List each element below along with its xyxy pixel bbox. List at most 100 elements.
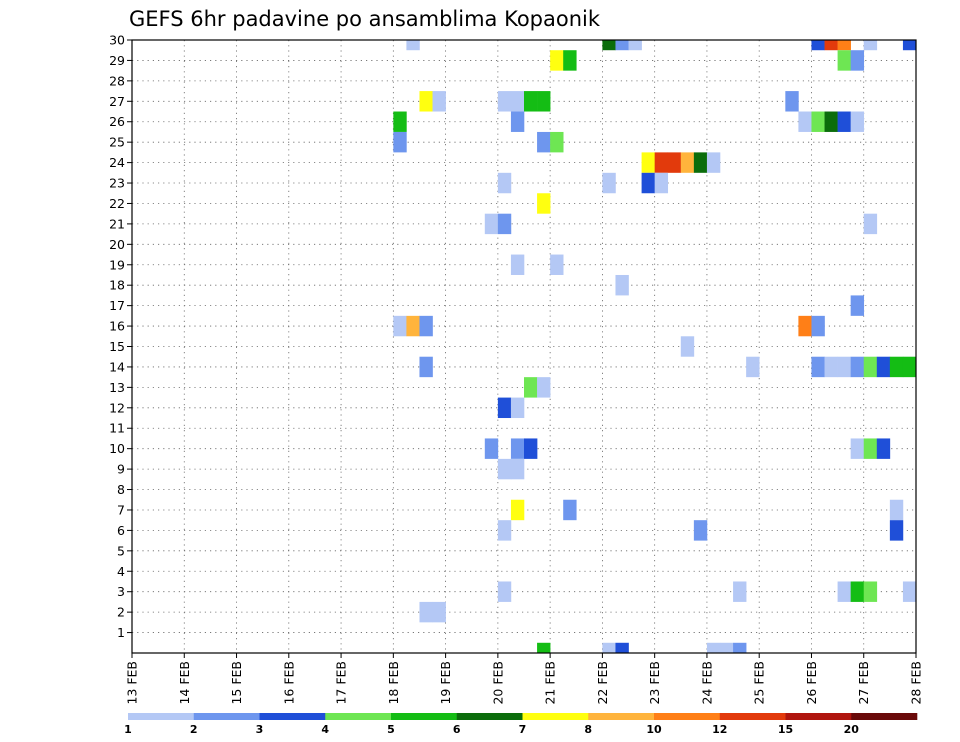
heatmap-cell bbox=[876, 356, 891, 378]
y-tick-label: 4 bbox=[117, 564, 125, 579]
heatmap-cell bbox=[824, 111, 838, 132]
x-tick-label: 18 FEB bbox=[386, 661, 401, 705]
y-tick-label: 16 bbox=[109, 319, 125, 334]
heatmap-cell bbox=[484, 213, 499, 235]
heatmap-cell bbox=[641, 172, 655, 194]
colorbar-label: 7 bbox=[519, 723, 527, 736]
heatmap-cell bbox=[863, 581, 878, 602]
heatmap-cell bbox=[850, 356, 865, 378]
colorbar-label: 12 bbox=[712, 723, 727, 736]
heatmap-cell bbox=[615, 40, 629, 51]
heatmap-cell bbox=[654, 152, 669, 173]
heatmap-cell bbox=[497, 458, 512, 480]
y-tick-label: 5 bbox=[117, 543, 125, 558]
heatmap-cell bbox=[693, 520, 708, 541]
x-tick-label: 23 FEB bbox=[647, 661, 662, 705]
heatmap-cell bbox=[563, 499, 577, 521]
heatmap-cell bbox=[902, 356, 917, 378]
heatmap-cell bbox=[837, 111, 851, 132]
heatmap-cell bbox=[419, 315, 433, 337]
y-tick-label: 7 bbox=[117, 502, 125, 517]
heatmap-cell bbox=[850, 111, 865, 132]
y-axis-ticks: 1234567891011121314151617181920212223242… bbox=[109, 33, 132, 640]
heatmap-cell bbox=[419, 601, 433, 623]
colorbar-segment bbox=[193, 713, 260, 720]
heatmap-cell bbox=[746, 356, 760, 378]
y-tick-label: 1 bbox=[117, 625, 125, 640]
heatmap-cell bbox=[432, 601, 446, 623]
heatmap-cell bbox=[497, 213, 512, 235]
heatmap-cell bbox=[419, 91, 433, 112]
heatmap-cell bbox=[537, 642, 551, 653]
heatmap-cell bbox=[811, 356, 825, 378]
heatmap-cell bbox=[680, 336, 695, 357]
y-tick-label: 22 bbox=[109, 196, 125, 211]
colorbar-label: 10 bbox=[646, 723, 662, 736]
heatmap-cell bbox=[837, 581, 851, 602]
y-tick-label: 2 bbox=[117, 605, 125, 620]
heatmap-cell bbox=[406, 40, 420, 51]
heatmap-cell bbox=[850, 295, 865, 316]
heatmap-cell bbox=[419, 356, 433, 378]
heatmap-cell bbox=[837, 50, 851, 71]
x-tick-label: 26 FEB bbox=[804, 661, 819, 705]
heatmap-cell bbox=[863, 356, 878, 378]
chart-title: GEFS 6hr padavine po ansamblima Kopaonik bbox=[129, 7, 601, 31]
y-tick-label: 15 bbox=[109, 339, 125, 354]
y-tick-label: 25 bbox=[109, 135, 125, 150]
heatmap-cell bbox=[510, 254, 525, 275]
colorbar-label: 5 bbox=[387, 723, 395, 736]
heatmap-cell bbox=[680, 152, 695, 173]
colorbar-label: 3 bbox=[256, 723, 264, 736]
colorbar-label: 1 bbox=[124, 723, 132, 736]
colorbar-segment bbox=[456, 713, 523, 720]
x-tick-label: 13 FEB bbox=[125, 661, 140, 705]
heatmap-cell bbox=[602, 642, 616, 653]
x-tick-label: 28 FEB bbox=[909, 661, 924, 705]
heatmap-cell bbox=[524, 377, 538, 398]
heatmap-cell bbox=[693, 152, 708, 173]
heatmap-cell bbox=[563, 50, 577, 71]
x-tick-label: 15 FEB bbox=[229, 661, 244, 705]
heatmap-cell bbox=[497, 520, 512, 541]
heatmap-cell bbox=[706, 152, 721, 173]
y-tick-label: 26 bbox=[109, 114, 125, 129]
heatmap-cell bbox=[667, 152, 682, 173]
heatmap-cell bbox=[798, 315, 812, 337]
heatmap-cell bbox=[837, 356, 851, 378]
x-tick-label: 22 FEB bbox=[595, 661, 610, 705]
heatmap-cell bbox=[510, 438, 525, 459]
x-tick-label: 14 FEB bbox=[177, 661, 192, 705]
heatmap-cell bbox=[406, 315, 420, 337]
heatmap-cell bbox=[798, 111, 812, 132]
heatmap-cell bbox=[733, 581, 747, 602]
colorbar-segment bbox=[851, 713, 918, 720]
colorbar-segment bbox=[325, 713, 392, 720]
heatmap-cell bbox=[850, 438, 865, 459]
heatmap-cell bbox=[720, 642, 734, 653]
heatmap-cell bbox=[824, 40, 838, 51]
x-tick-label: 16 FEB bbox=[281, 661, 296, 705]
heatmap-cell bbox=[484, 438, 499, 459]
x-tick-label: 20 FEB bbox=[490, 661, 505, 705]
heatmap-cell bbox=[537, 131, 551, 153]
heatmap-cell bbox=[602, 40, 616, 51]
x-tick-label: 25 FEB bbox=[752, 661, 767, 705]
colorbar-segment bbox=[654, 713, 721, 720]
grid-lines bbox=[132, 40, 916, 653]
heatmap-cell bbox=[497, 172, 512, 194]
heatmap-cell bbox=[550, 50, 564, 71]
y-tick-label: 27 bbox=[109, 94, 125, 109]
y-tick-label: 20 bbox=[109, 237, 125, 252]
y-tick-label: 17 bbox=[109, 298, 125, 313]
heatmap-cell bbox=[902, 581, 917, 602]
heatmap-cells bbox=[393, 40, 917, 653]
heatmap-cell bbox=[510, 91, 525, 112]
y-tick-label: 13 bbox=[109, 380, 125, 395]
heatmap-cell bbox=[524, 438, 538, 459]
heatmap-cell bbox=[654, 172, 669, 194]
colorbar-segment bbox=[719, 713, 786, 720]
y-tick-label: 14 bbox=[109, 359, 125, 374]
heatmap-cell bbox=[393, 315, 407, 337]
x-tick-label: 24 FEB bbox=[699, 661, 714, 705]
